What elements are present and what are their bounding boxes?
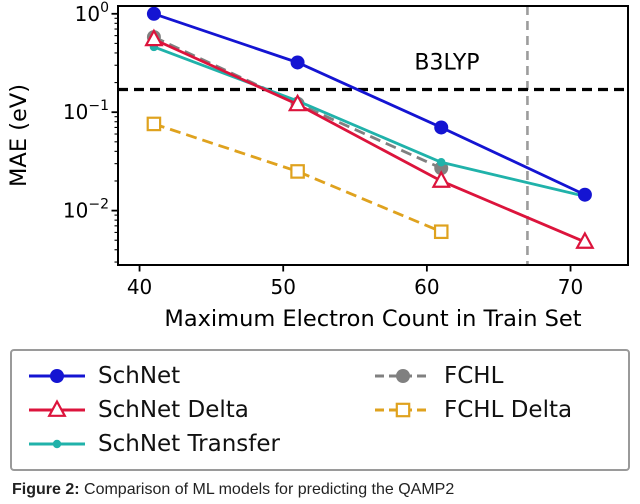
series-schnet [146, 6, 592, 202]
svg-text:60: 60 [414, 275, 439, 299]
svg-text:40: 40 [127, 275, 152, 299]
legend-label-schnet: SchNet [98, 363, 181, 389]
caption-text: Comparison of ML models for predicting t… [84, 481, 455, 498]
svg-text:10−2: 10−2 [63, 197, 109, 223]
b3lyp-label: B3LYP [414, 51, 479, 76]
figure-caption: Figure 2: Comparison of ML models for pr… [12, 479, 628, 500]
y-axis: 100 10−1 10−2 [63, 0, 118, 263]
legend-label-fchl: FCHL [444, 363, 504, 389]
legend-item-schnet-delta: SchNet Delta [26, 393, 366, 427]
legend-label-fchl-delta: FCHL Delta [444, 397, 573, 423]
legend-item-schnet: SchNet [26, 359, 366, 393]
svg-text:10−1: 10−1 [63, 98, 109, 124]
svg-text:50: 50 [270, 275, 295, 299]
legend-item-fchl-delta: FCHL Delta [372, 393, 622, 427]
legend-item-fchl: FCHL [372, 359, 622, 393]
plot-border [117, 5, 629, 266]
series-fchl-delta [146, 116, 449, 240]
svg-text:100: 100 [75, 0, 109, 26]
x-axis: 40 50 60 70 [127, 265, 583, 299]
legend-column-left: SchNet SchNet Delta SchNet Transfer [26, 359, 366, 461]
legend-swatch-fchl-delta [375, 402, 431, 418]
legend-swatch-schnet-delta [29, 399, 85, 417]
series-schnet-delta [144, 28, 595, 249]
svg-text:70: 70 [558, 275, 583, 299]
line-chart: B3LYP 40 50 60 70 100 10−1 10−2 Maximum Electron… [6, 0, 629, 332]
legend-label-schnet-transfer: SchNet Transfer [98, 431, 280, 457]
legend-column-right: FCHL FCHL Delta [372, 359, 622, 461]
legend: SchNet SchNet Delta SchNet Transfer FCHL… [10, 349, 630, 471]
legend-swatch-fchl [375, 369, 431, 383]
legend-item-schnet-transfer: SchNet Transfer [26, 427, 366, 461]
legend-swatch-schnet [29, 369, 85, 383]
x-axis-label: Maximum Electron Count in Train Set [164, 306, 581, 332]
y-axis-label: MAE (eV) [6, 84, 32, 187]
legend-label-schnet-delta: SchNet Delta [98, 397, 249, 423]
caption-label: Figure 2: [12, 481, 80, 498]
legend-swatch-schnet-transfer [29, 439, 85, 449]
